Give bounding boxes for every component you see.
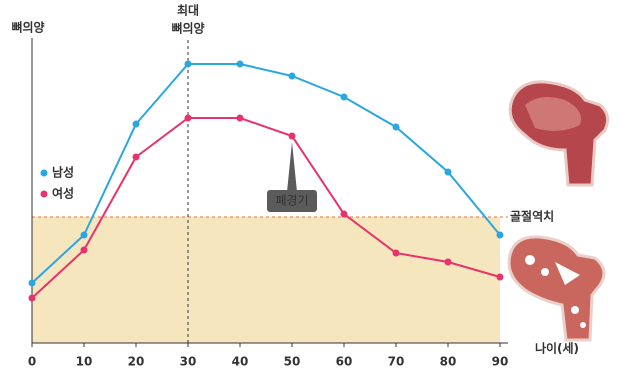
- legend-label: 남성: [52, 165, 74, 180]
- callout-label: 폐경기: [275, 194, 308, 208]
- data-point: [393, 124, 400, 131]
- data-point: [445, 259, 452, 266]
- data-point: [497, 232, 504, 239]
- x-axis-label: 나이(세): [535, 341, 579, 356]
- data-point: [445, 169, 452, 176]
- legend-marker: [41, 170, 48, 177]
- threshold-label: 골절역치: [510, 209, 554, 224]
- data-point: [185, 115, 192, 122]
- x-tick-label: 10: [76, 355, 93, 369]
- x-tick-label: 50: [284, 355, 301, 369]
- data-point: [81, 232, 88, 239]
- x-tick-label: 90: [492, 355, 509, 369]
- y-axis-label: 뼈의양: [11, 20, 44, 35]
- data-point: [393, 250, 400, 257]
- below-threshold-area: [32, 217, 500, 343]
- data-point: [237, 115, 244, 122]
- x-tick-label: 70: [388, 355, 405, 369]
- data-point: [133, 121, 140, 128]
- chart: 뼈의양 나이(세) 골절역치 0 10 20 30 40 50 60 70 80 90 최대뼈의양남성…: [0, 0, 623, 371]
- data-point: [341, 94, 348, 101]
- x-tick-label: 40: [232, 355, 249, 369]
- data-point: [289, 133, 296, 140]
- callout-pointer: [287, 142, 297, 192]
- healthy-bone-illustration: [510, 82, 607, 185]
- data-point: [497, 274, 504, 281]
- data-point: [133, 154, 140, 161]
- data-point: [81, 247, 88, 254]
- peak-annotation: 뼈의양: [171, 21, 204, 36]
- data-point: [237, 61, 244, 68]
- legend-marker: [41, 191, 48, 198]
- data-point: [29, 295, 36, 302]
- data-point: [289, 73, 296, 80]
- legend-label: 여성: [52, 186, 74, 201]
- data-point: [185, 61, 192, 68]
- x-tick-label: 20: [128, 355, 145, 369]
- x-tick-label: 60: [336, 355, 353, 369]
- x-tick-label: 30: [180, 355, 197, 369]
- peak-annotation: 최대: [177, 3, 199, 18]
- data-point: [341, 211, 348, 218]
- x-tick-label: 80: [440, 355, 457, 369]
- data-point: [29, 280, 36, 287]
- x-tick-label: 0: [28, 355, 36, 369]
- fragile-bone-illustration: [509, 237, 604, 340]
